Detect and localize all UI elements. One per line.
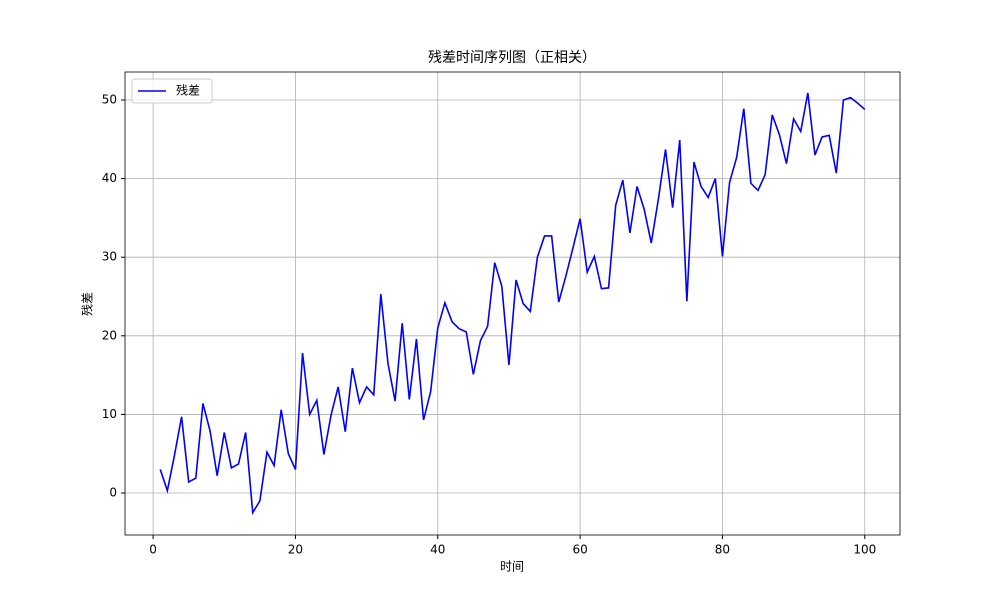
legend-box (131, 78, 213, 104)
y-tick-label: 0 (109, 486, 117, 500)
x-tick-label: 0 (149, 543, 157, 557)
x-tick-label: 80 (715, 543, 730, 557)
plot-frame (124, 71, 901, 536)
x-axis-label: 时间 (500, 560, 524, 574)
y-tick-label: 30 (102, 250, 117, 264)
x-tick-label: 100 (853, 543, 876, 557)
y-tick-label: 40 (102, 171, 117, 185)
legend-label: 残差 (176, 84, 200, 98)
chart-title: 残差时间序列图（正相关） (428, 50, 596, 66)
y-axis-label: 残差 (81, 292, 95, 316)
y-tick-label: 10 (102, 407, 117, 421)
y-tick-label: 50 (102, 92, 117, 106)
x-tick-label: 60 (572, 543, 587, 557)
x-tick-label: 40 (430, 543, 445, 557)
y-tick-label: 20 (102, 328, 117, 342)
x-tick-label: 20 (288, 543, 303, 557)
data-line (159, 92, 866, 516)
